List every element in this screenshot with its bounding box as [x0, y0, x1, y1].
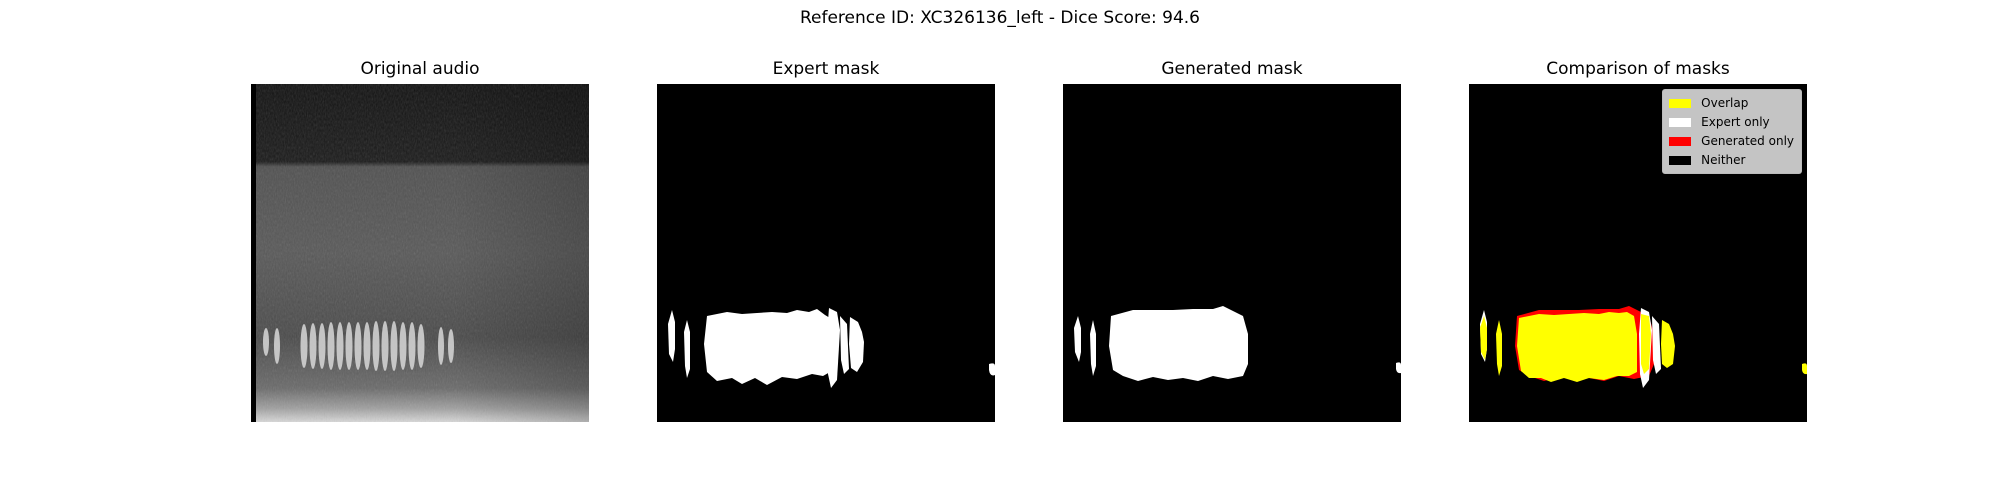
panel-title-comparison: Comparison of masks — [1546, 59, 1730, 79]
legend-swatch-overlap — [1669, 99, 1692, 108]
expert-mask-regions — [668, 308, 995, 388]
expert-mask-image — [657, 84, 995, 422]
panel-comparison: Overlap Expert only Generated only Neith… — [1469, 84, 1807, 422]
panel-title-generated-mask: Generated mask — [1161, 59, 1303, 79]
panel-title-original-audio: Original audio — [360, 59, 480, 79]
legend-item-generated-only: Generated only — [1669, 132, 1794, 151]
legend-label-overlap: Overlap — [1701, 96, 1749, 110]
legend-item-expert-only: Expert only — [1669, 113, 1794, 132]
panel-title-expert-mask: Expert mask — [772, 59, 880, 79]
panel-original-audio — [251, 84, 589, 422]
panel-generated-mask — [1063, 84, 1401, 422]
legend-label-generated-only: Generated only — [1701, 134, 1794, 148]
generated-mask-image — [1063, 84, 1401, 422]
legend-item-overlap: Overlap — [1669, 94, 1794, 113]
legend-label-neither: Neither — [1701, 153, 1746, 167]
generated-mask-regions — [1074, 306, 1401, 381]
legend-item-neither: Neither — [1669, 151, 1794, 170]
legend-label-expert-only: Expert only — [1701, 115, 1770, 129]
legend-swatch-expert-only — [1669, 118, 1692, 127]
comparison-image — [1469, 84, 1807, 422]
panel-expert-mask — [657, 84, 995, 422]
figure-suptitle: Reference ID: XC326136_left - Dice Score… — [799, 8, 1200, 28]
legend-swatch-neither — [1669, 156, 1692, 165]
overlap-regions — [1480, 312, 1807, 382]
spectrogram-image — [251, 84, 589, 422]
legend: Overlap Expert only Generated only Neith… — [1662, 89, 1802, 174]
legend-swatch-generated-only — [1669, 137, 1692, 146]
call-syllables — [263, 321, 454, 371]
